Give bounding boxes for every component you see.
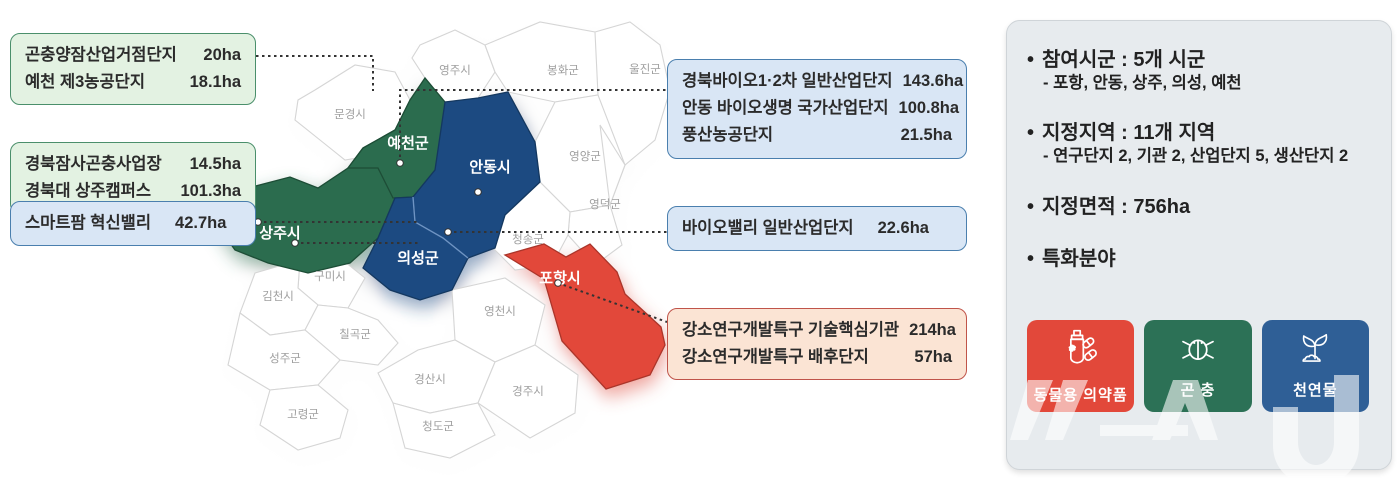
svg-text:경산시: 경산시 (414, 372, 446, 386)
svg-text:구미시: 구미시 (314, 270, 346, 283)
svg-text:김천시: 김천시 (262, 289, 294, 303)
svg-text:성주군: 성주군 (269, 352, 301, 365)
svg-text:의성군: 의성군 (397, 249, 439, 267)
svg-text:울진군: 울진군 (629, 63, 661, 76)
svg-text:칠곡군: 칠곡군 (339, 328, 371, 341)
svg-text:문경시: 문경시 (334, 107, 366, 121)
svg-text:고령군: 고령군 (287, 408, 319, 421)
svg-text:예천군: 예천군 (387, 134, 429, 152)
svg-text:청도군: 청도군 (422, 420, 454, 433)
svg-text:영양군: 영양군 (569, 150, 601, 163)
svg-text:영덕군: 영덕군 (589, 198, 621, 211)
svg-text:영천시: 영천시 (484, 304, 516, 318)
svg-text:경주시: 경주시 (512, 384, 544, 398)
svg-text:봉화군: 봉화군 (547, 64, 579, 77)
svg-text:영주시: 영주시 (439, 64, 471, 77)
svg-text:청송군: 청송군 (512, 233, 544, 246)
svg-text:안동시: 안동시 (469, 158, 510, 176)
